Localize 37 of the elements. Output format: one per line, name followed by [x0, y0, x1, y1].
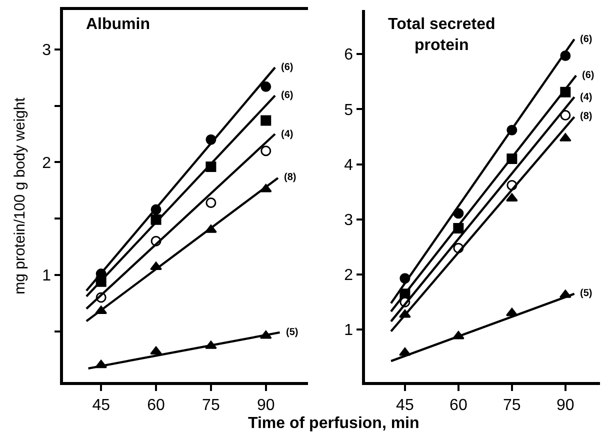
x-tick-label: 45 [92, 396, 110, 414]
point [206, 198, 216, 208]
annotation: (5) [580, 288, 592, 299]
x-tick-label: 45 [396, 396, 414, 414]
annotation: (8) [284, 172, 296, 183]
point [260, 115, 272, 126]
annotation: (6) [281, 90, 294, 101]
y-tick-label: 3 [344, 212, 354, 230]
point [260, 146, 272, 156]
y-tick-label: 4 [344, 156, 354, 174]
point [560, 110, 571, 121]
chart-title: Albumin [86, 16, 150, 33]
annotation: (5) [286, 327, 298, 338]
y-axis-title: mg protein/100 g body weight [11, 96, 28, 294]
text: Total secreted protein [388, 16, 496, 54]
point [150, 346, 162, 355]
y-tick-label: 6 [344, 46, 354, 64]
x-tick-label: 90 [556, 396, 574, 414]
annotation: (6) [582, 70, 594, 81]
y-tick-label: 1 [344, 322, 354, 340]
y-tick-label: 2 [42, 154, 52, 172]
x-tick-label: 75 [202, 396, 220, 414]
x-tick-label: 90 [256, 396, 275, 414]
y-tick-label: 5 [344, 102, 354, 119]
point [260, 81, 272, 92]
y-tick-label: 1 [42, 268, 52, 285]
x-tick-label: 75 [503, 396, 521, 414]
annotation: (6) [580, 34, 592, 45]
annotation: (8) [580, 111, 592, 122]
y-tick-label: 2 [344, 267, 354, 284]
annotation: (4) [580, 92, 592, 103]
annotation: (6) [281, 62, 294, 73]
y-tick-label: 3 [42, 42, 52, 60]
x-tick-label: 60 [450, 396, 468, 414]
x-axis-title: Time of perfusion, min [248, 415, 420, 432]
annotation: (4) [281, 129, 294, 140]
x-tick-label: 60 [147, 396, 166, 414]
